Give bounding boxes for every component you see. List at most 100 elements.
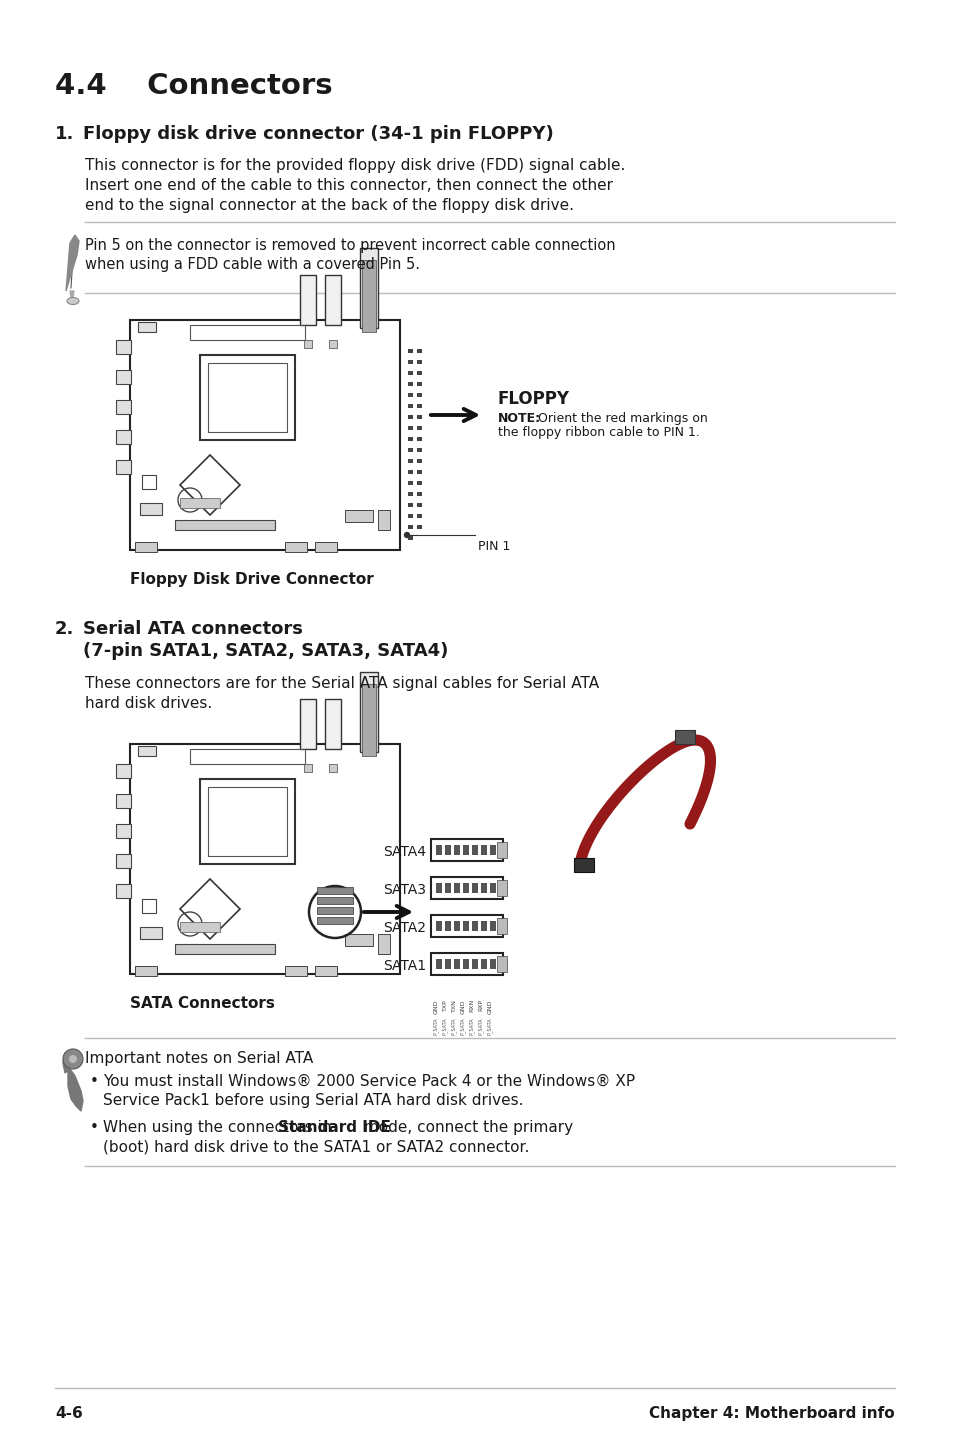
Text: This connector is for the provided floppy disk drive (FDD) signal cable.: This connector is for the provided flopp… xyxy=(85,158,625,173)
Bar xyxy=(444,959,451,969)
Bar xyxy=(359,672,377,752)
Bar xyxy=(116,370,131,384)
Bar xyxy=(174,521,274,531)
Text: Chapter 4: Motherboard info: Chapter 4: Motherboard info xyxy=(649,1406,894,1421)
Bar xyxy=(345,935,373,946)
Text: 4.4    Connectors: 4.4 Connectors xyxy=(55,72,333,101)
Bar xyxy=(416,404,421,408)
Bar xyxy=(454,846,459,856)
Bar xyxy=(316,887,353,894)
Text: When using the connectors in: When using the connectors in xyxy=(103,1120,336,1135)
Text: Important notes on Serial ATA: Important notes on Serial ATA xyxy=(85,1051,313,1066)
Bar xyxy=(454,959,459,969)
Bar xyxy=(416,513,421,518)
Bar xyxy=(316,897,353,905)
Bar xyxy=(116,854,131,869)
Bar xyxy=(444,883,451,893)
Text: TXN: TXN xyxy=(451,999,456,1012)
Bar xyxy=(130,321,399,549)
Text: (7-pin SATA1, SATA2, SATA3, SATA4): (7-pin SATA1, SATA2, SATA3, SATA4) xyxy=(83,641,448,660)
Bar xyxy=(329,764,336,772)
Text: 4-6: 4-6 xyxy=(55,1406,83,1421)
Bar xyxy=(497,917,506,935)
Text: Serial ATA connectors: Serial ATA connectors xyxy=(83,620,302,638)
Text: GND: GND xyxy=(433,999,438,1014)
Text: Pin 5 on the connector is removed to prevent incorrect cable connection: Pin 5 on the connector is removed to pre… xyxy=(85,239,615,253)
Circle shape xyxy=(404,532,409,538)
Bar xyxy=(116,764,131,778)
Text: 2.: 2. xyxy=(55,620,74,638)
Bar xyxy=(416,437,421,441)
Bar xyxy=(416,470,421,475)
Bar xyxy=(574,858,594,871)
Text: •: • xyxy=(90,1120,99,1135)
Bar xyxy=(116,430,131,444)
Bar xyxy=(416,459,421,463)
Bar xyxy=(416,525,421,529)
Bar xyxy=(497,956,506,972)
Bar xyxy=(325,275,340,325)
Text: (boot) hard disk drive to the SATA1 or SATA2 connector.: (boot) hard disk drive to the SATA1 or S… xyxy=(103,1139,529,1155)
Bar xyxy=(454,920,459,930)
Polygon shape xyxy=(63,1053,83,1112)
Text: RXN: RXN xyxy=(469,999,474,1012)
Bar xyxy=(416,426,421,430)
Polygon shape xyxy=(70,290,74,303)
Bar xyxy=(377,510,390,531)
Bar xyxy=(416,480,421,485)
Text: when using a FDD cable with a covered Pin 5.: when using a FDD cable with a covered Pi… xyxy=(85,257,419,272)
Text: P_SATA: P_SATA xyxy=(433,1017,438,1034)
Bar xyxy=(408,404,413,408)
Bar xyxy=(285,966,307,976)
Text: GND: GND xyxy=(487,999,492,1014)
Bar xyxy=(130,743,399,974)
Bar xyxy=(208,787,287,856)
Bar xyxy=(116,400,131,414)
Bar xyxy=(304,339,312,348)
Bar xyxy=(142,475,156,489)
Text: SATA1: SATA1 xyxy=(382,959,426,974)
Bar xyxy=(490,846,496,856)
Bar xyxy=(408,525,413,529)
Bar xyxy=(408,503,413,508)
Bar xyxy=(180,498,220,508)
Text: SATA2: SATA2 xyxy=(382,920,426,935)
Text: FLOPPY: FLOPPY xyxy=(497,390,569,408)
Bar xyxy=(116,824,131,838)
Bar xyxy=(454,883,459,893)
Text: the floppy ribbon cable to PIN 1.: the floppy ribbon cable to PIN 1. xyxy=(497,426,700,439)
Bar xyxy=(436,959,441,969)
Bar xyxy=(416,349,421,352)
Bar xyxy=(138,322,156,332)
Bar xyxy=(416,492,421,496)
Bar xyxy=(180,922,220,932)
Bar xyxy=(200,355,294,440)
Bar xyxy=(408,513,413,518)
Text: TXP: TXP xyxy=(442,999,447,1011)
Bar xyxy=(116,460,131,475)
Bar xyxy=(480,959,486,969)
Bar xyxy=(208,362,287,431)
Circle shape xyxy=(69,1055,77,1063)
Bar xyxy=(408,492,413,496)
Text: Floppy disk drive connector (34-1 pin FLOPPY): Floppy disk drive connector (34-1 pin FL… xyxy=(83,125,553,142)
Bar xyxy=(444,846,451,856)
Bar xyxy=(416,393,421,397)
Text: P_SATA: P_SATA xyxy=(487,1017,493,1034)
Bar xyxy=(675,731,695,743)
Bar xyxy=(140,928,162,939)
Bar xyxy=(314,542,336,552)
Bar xyxy=(299,699,315,749)
Bar xyxy=(138,746,156,756)
Text: 1.: 1. xyxy=(55,125,74,142)
Bar xyxy=(462,959,469,969)
Bar xyxy=(135,542,157,552)
Bar xyxy=(116,794,131,808)
Ellipse shape xyxy=(67,298,79,305)
Text: P_SATA: P_SATA xyxy=(459,1017,465,1034)
Bar xyxy=(299,275,315,325)
Bar xyxy=(190,749,305,764)
Bar xyxy=(480,920,486,930)
Text: Service Pack1 before using Serial ATA hard disk drives.: Service Pack1 before using Serial ATA ha… xyxy=(103,1093,523,1109)
Bar xyxy=(472,883,477,893)
